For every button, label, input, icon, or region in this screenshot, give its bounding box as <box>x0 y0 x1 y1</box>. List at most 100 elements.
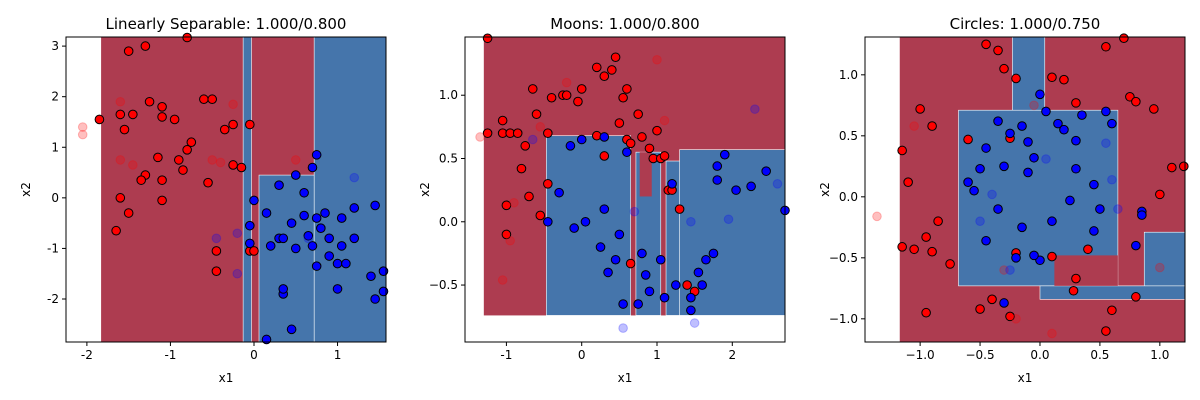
data-point <box>1041 106 1051 117</box>
data-point <box>1179 161 1189 172</box>
x-tick-label: −0.5 <box>965 348 994 362</box>
data-point <box>332 258 343 269</box>
data-point <box>157 102 167 112</box>
data-point <box>561 77 572 88</box>
data-point <box>1071 98 1081 108</box>
data-point <box>520 141 531 151</box>
data-point <box>1071 273 1081 284</box>
data-point <box>576 84 587 94</box>
x-tick-label: -1 <box>500 348 512 362</box>
data-point <box>219 124 230 135</box>
data-point <box>311 150 322 160</box>
data-point <box>618 323 628 333</box>
data-point <box>1029 100 1039 111</box>
y-tick-label: -1 <box>47 241 59 255</box>
data-point <box>77 129 88 140</box>
data-point <box>565 141 576 151</box>
data-point <box>652 54 662 65</box>
data-point <box>475 132 485 142</box>
data-point <box>501 200 512 211</box>
data-point <box>1167 162 1177 173</box>
data-point <box>1029 152 1039 163</box>
data-point <box>599 132 610 142</box>
chart-title: Moons: 1.000/0.800 <box>550 15 699 33</box>
regions <box>483 37 785 316</box>
data-point <box>324 233 334 244</box>
data-point <box>1047 216 1057 227</box>
data-point <box>119 124 130 135</box>
data-point <box>689 318 700 328</box>
data-point <box>999 265 1009 275</box>
data-point <box>249 195 259 206</box>
data-point <box>1041 154 1051 164</box>
data-point <box>115 193 126 203</box>
data-point <box>697 280 707 290</box>
data-point <box>927 246 937 257</box>
data-point <box>1005 265 1015 275</box>
data-point <box>245 220 255 231</box>
data-point <box>341 258 351 269</box>
x-tick-label: -1 <box>164 348 176 362</box>
data-point <box>245 238 255 249</box>
y-tick-label: −0.5 <box>429 278 458 292</box>
data-point <box>987 294 997 305</box>
data-point <box>1101 41 1111 52</box>
panel: -1 0 1 2 −0.5 0.0 0.5 1.0 Moons: 1.000/0.800 x1 x2 <box>418 15 790 385</box>
data-point <box>1107 305 1117 316</box>
data-point <box>1029 250 1039 261</box>
data-point <box>614 229 625 240</box>
data-point <box>633 109 643 119</box>
data-point <box>618 92 628 103</box>
data-point <box>569 223 579 233</box>
data-point <box>693 267 704 278</box>
data-point <box>1101 106 1111 117</box>
data-point <box>211 266 222 276</box>
data-point <box>1155 262 1165 273</box>
x-tick-label: 0 <box>250 348 258 362</box>
data-point <box>232 268 243 279</box>
x-tick-label: −1.0 <box>906 348 935 362</box>
data-point <box>963 134 973 145</box>
data-point <box>524 191 534 202</box>
data-point <box>1089 179 1099 190</box>
y-tick-label: −1.0 <box>829 312 858 326</box>
data-point <box>708 248 719 259</box>
data-point <box>963 177 973 187</box>
data-point <box>531 109 542 119</box>
data-point <box>981 143 991 153</box>
data-point <box>207 155 218 165</box>
data-point <box>591 62 602 73</box>
data-point <box>667 179 677 189</box>
decision-region <box>1054 255 1118 286</box>
data-point <box>712 161 723 171</box>
data-point <box>543 128 553 138</box>
axes-frame <box>864 36 1186 343</box>
data-point <box>527 134 538 145</box>
data-point <box>203 177 213 188</box>
data-point <box>535 210 546 221</box>
data-point <box>1023 137 1033 147</box>
data-point <box>370 200 380 211</box>
data-point <box>274 180 284 191</box>
data-point <box>228 119 238 130</box>
decision-region <box>313 37 386 342</box>
y-tick-label: 3 <box>51 39 59 53</box>
data-point <box>573 96 583 107</box>
data-point <box>1035 89 1045 100</box>
data-point <box>1095 204 1105 214</box>
regions <box>101 37 386 342</box>
data-point <box>975 216 985 227</box>
data-point <box>921 307 931 318</box>
data-point <box>945 259 955 269</box>
data-point <box>261 208 272 218</box>
data-point <box>659 115 670 126</box>
data-point <box>136 175 146 185</box>
data-point <box>607 65 617 75</box>
data-point <box>324 251 334 261</box>
data-point <box>482 33 493 44</box>
data-point <box>599 204 610 214</box>
data-point <box>915 104 925 114</box>
chart-title: Circles: 1.000/0.750 <box>950 15 1101 33</box>
data-point <box>1101 138 1111 148</box>
